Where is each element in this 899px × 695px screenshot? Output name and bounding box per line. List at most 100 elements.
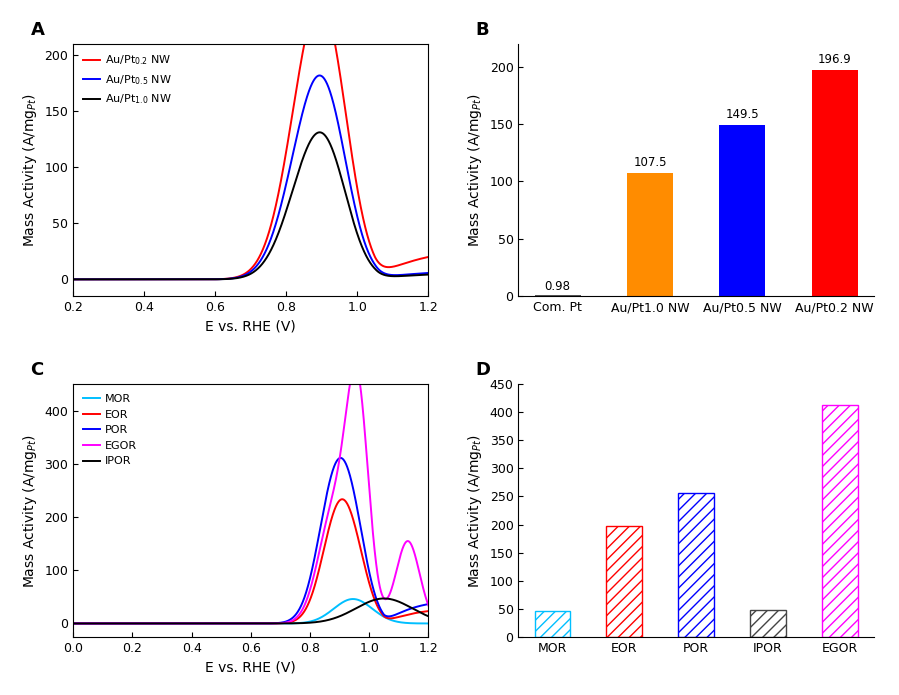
MOR <box>217 619 227 628</box>
IPOR <box>217 619 227 628</box>
Bar <box>719 124 765 296</box>
Au/Pt$_{1.0}$ NW <box>217 275 227 284</box>
Au/Pt$_{0.2}$ NW <box>67 275 78 284</box>
Text: C: C <box>31 361 44 379</box>
Au/Pt$_{1.0}$ NW <box>395 272 405 280</box>
EGOR <box>395 553 405 561</box>
Y-axis label: Mass Activity (A/mg$_{Pt}$): Mass Activity (A/mg$_{Pt}$) <box>467 434 485 587</box>
Au/Pt$_{1.0}$ NW <box>236 273 247 281</box>
Bar <box>822 405 858 637</box>
MOR <box>413 619 423 628</box>
POR <box>413 603 423 611</box>
POR <box>335 454 346 462</box>
Au/Pt$_{0.5}$ NW <box>220 275 231 283</box>
MOR <box>348 595 359 603</box>
Y-axis label: Mass Activity (A/mg$_{Pt}$): Mass Activity (A/mg$_{Pt}$) <box>467 93 485 247</box>
POR <box>236 619 247 628</box>
Text: 196.9: 196.9 <box>818 54 851 66</box>
Au/Pt$_{0.2}$ NW <box>326 22 337 30</box>
EOR <box>413 609 423 617</box>
Au/Pt$_{0.5}$ NW <box>423 269 434 277</box>
EOR <box>325 516 336 524</box>
MOR <box>220 619 231 628</box>
MOR <box>236 619 247 628</box>
Bar <box>535 295 581 296</box>
POR <box>395 609 405 617</box>
Bar <box>678 493 714 637</box>
EOR <box>67 619 78 628</box>
IPOR <box>423 612 434 621</box>
Text: A: A <box>31 21 44 39</box>
Au/Pt$_{0.5}$ NW <box>413 270 423 278</box>
Text: 149.5: 149.5 <box>725 108 759 121</box>
Au/Pt$_{1.0}$ NW <box>220 275 231 284</box>
EGOR <box>325 496 336 504</box>
IPOR <box>67 619 78 628</box>
Y-axis label: Mass Activity (A/mg$_{Pt}$): Mass Activity (A/mg$_{Pt}$) <box>21 434 39 587</box>
EGOR <box>217 619 227 628</box>
EOR <box>423 607 434 615</box>
EGOR <box>350 362 360 370</box>
Line: Au/Pt$_{1.0}$ NW: Au/Pt$_{1.0}$ NW <box>73 132 429 279</box>
EOR <box>220 619 231 628</box>
POR <box>217 619 227 628</box>
EOR <box>236 619 247 628</box>
Line: EGOR: EGOR <box>73 366 429 623</box>
POR <box>67 619 78 628</box>
Au/Pt$_{0.2}$ NW <box>220 275 231 283</box>
Legend: MOR, EOR, POR, EGOR, IPOR: MOR, EOR, POR, EGOR, IPOR <box>79 390 142 471</box>
Au/Pt$_{0.5}$ NW <box>395 271 405 279</box>
Line: EOR: EOR <box>73 499 429 623</box>
Au/Pt$_{1.0}$ NW <box>326 142 337 151</box>
Line: POR: POR <box>73 458 429 623</box>
Au/Pt$_{0.2}$ NW <box>236 271 247 279</box>
Au/Pt$_{1.0}$ NW <box>413 271 423 279</box>
MOR <box>395 618 405 626</box>
Text: D: D <box>476 361 491 379</box>
Text: 0.98: 0.98 <box>545 280 571 293</box>
Line: IPOR: IPOR <box>73 598 429 623</box>
POR <box>325 471 336 480</box>
EGOR <box>423 601 434 610</box>
Au/Pt$_{0.5}$ NW <box>67 275 78 284</box>
Au/Pt$_{0.2}$ NW <box>217 275 227 283</box>
IPOR <box>236 619 247 628</box>
X-axis label: E vs. RHE (V): E vs. RHE (V) <box>206 660 296 674</box>
Au/Pt$_{0.2}$ NW <box>423 253 434 261</box>
EGOR <box>220 619 231 628</box>
Bar <box>535 611 571 637</box>
X-axis label: E vs. RHE (V): E vs. RHE (V) <box>206 320 296 334</box>
Line: MOR: MOR <box>73 599 429 623</box>
Legend: Au/Pt$_{0.2}$ NW, Au/Pt$_{0.5}$ NW, Au/Pt$_{1.0}$ NW: Au/Pt$_{0.2}$ NW, Au/Pt$_{0.5}$ NW, Au/P… <box>79 49 176 111</box>
Au/Pt$_{0.2}$ NW <box>395 261 405 269</box>
Text: B: B <box>476 21 489 39</box>
Y-axis label: Mass Activity (A/mg$_{Pt}$): Mass Activity (A/mg$_{Pt}$) <box>21 93 39 247</box>
Au/Pt$_{0.2}$ NW <box>413 255 423 263</box>
IPOR <box>325 615 336 623</box>
IPOR <box>220 619 231 628</box>
MOR <box>67 619 78 628</box>
EOR <box>395 612 405 621</box>
Bar <box>627 173 673 296</box>
Au/Pt$_{1.0}$ NW <box>67 275 78 284</box>
Text: 107.5: 107.5 <box>633 156 667 169</box>
Au/Pt$_{1.0}$ NW <box>315 128 325 136</box>
EOR <box>217 619 227 628</box>
MOR <box>325 607 336 615</box>
Au/Pt$_{0.2}$ NW <box>315 0 325 4</box>
Au/Pt$_{0.5}$ NW <box>326 92 337 100</box>
POR <box>423 600 434 608</box>
Line: Au/Pt$_{0.5}$ NW: Au/Pt$_{0.5}$ NW <box>73 76 429 279</box>
Au/Pt$_{0.5}$ NW <box>314 72 325 80</box>
IPOR <box>413 607 423 615</box>
IPOR <box>395 598 405 606</box>
EGOR <box>67 619 78 628</box>
Bar <box>750 610 786 637</box>
Au/Pt$_{1.0}$ NW <box>423 270 434 279</box>
Au/Pt$_{0.5}$ NW <box>236 272 247 280</box>
Au/Pt$_{0.5}$ NW <box>217 275 227 284</box>
IPOR <box>378 594 389 603</box>
Line: Au/Pt$_{0.2}$ NW: Au/Pt$_{0.2}$ NW <box>73 0 429 279</box>
EGOR <box>236 619 247 628</box>
Bar <box>812 70 858 296</box>
